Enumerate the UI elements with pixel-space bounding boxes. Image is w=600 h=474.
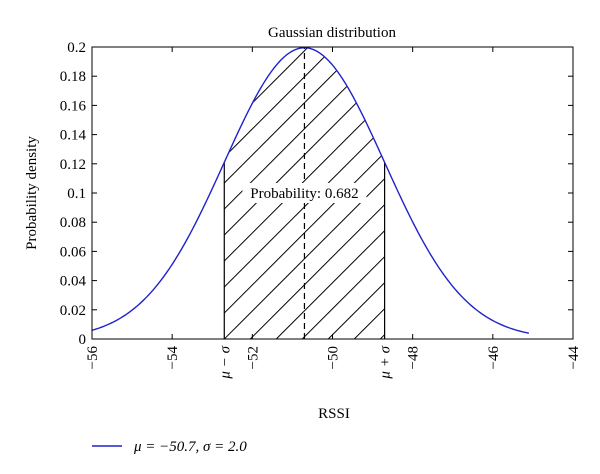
hatch-line bbox=[432, 0, 600, 339]
x-tick-label: −54 bbox=[165, 346, 181, 370]
y-axis: 0 0.02 0.04 0.06 0.08 0.1 0.12 0.14 0.16 0.18 0.2 bbox=[60, 40, 573, 348]
hatch-line bbox=[327, 47, 385, 340]
y-tick-label: 0.2 bbox=[67, 40, 86, 56]
hatch-line bbox=[562, 0, 600, 339]
shaded-region bbox=[224, 0, 600, 340]
y-tick-label: 0.18 bbox=[60, 69, 86, 85]
hatch-line bbox=[510, 0, 600, 339]
gaussian-curve bbox=[91, 47, 530, 334]
hatch-line bbox=[224, 47, 383, 340]
hatch-line bbox=[406, 0, 600, 339]
x-axis-label: RSSI bbox=[318, 406, 350, 422]
legend: μ = −50.7, σ = 2.0 bbox=[92, 439, 247, 455]
hatch-line bbox=[224, 47, 385, 340]
hatch-line bbox=[224, 47, 385, 340]
hatch-line bbox=[224, 47, 385, 340]
y-tick-label: 0 bbox=[79, 332, 87, 348]
hatch-line bbox=[484, 0, 600, 339]
y-tick-label: 0.08 bbox=[60, 215, 86, 231]
hatch-line bbox=[353, 47, 385, 340]
hatch-line bbox=[224, 47, 385, 340]
chart-title: Gaussian distribution bbox=[268, 25, 396, 41]
hatch-line bbox=[379, 47, 385, 340]
hatch-line bbox=[224, 47, 331, 340]
x-tick-label: −50 bbox=[326, 346, 342, 369]
hatch-line bbox=[301, 47, 385, 340]
y-tick-label: 0.1 bbox=[67, 186, 86, 202]
mu-minus-sigma-label: μ − σ bbox=[217, 345, 233, 379]
hatch-line bbox=[588, 0, 600, 339]
hatch-line bbox=[458, 0, 600, 339]
hatch-line bbox=[224, 47, 385, 340]
hatch-line bbox=[224, 47, 305, 340]
hatch-line bbox=[249, 47, 385, 340]
probability-label-background bbox=[242, 183, 367, 203]
hatch-line bbox=[536, 0, 600, 339]
y-tick-label: 0.14 bbox=[60, 128, 87, 144]
region-boundaries bbox=[223, 162, 386, 339]
x-tick-label: −44 bbox=[566, 346, 582, 370]
y-tick-label: 0.02 bbox=[60, 303, 86, 319]
probability-label: Probability: 0.682 bbox=[250, 186, 358, 202]
hatch-line bbox=[224, 47, 279, 340]
hatch-line bbox=[224, 47, 385, 340]
x-tick-label: −56 bbox=[85, 346, 101, 370]
y-tick-label: 0.16 bbox=[60, 98, 87, 114]
x-tick-label: −46 bbox=[486, 346, 502, 370]
mu-plus-sigma-label: μ + σ bbox=[378, 345, 394, 379]
y-axis-label: Probability density bbox=[24, 136, 40, 250]
y-tick-label: 0.06 bbox=[60, 244, 87, 260]
y-tick-label: 0.12 bbox=[60, 157, 86, 173]
x-axis: −56 −54 −52 −50 −48 −46 −44 bbox=[85, 47, 582, 369]
y-tick-label: 0.04 bbox=[60, 274, 87, 290]
x-tick-label: −52 bbox=[245, 346, 261, 369]
legend-label: μ = −50.7, σ = 2.0 bbox=[133, 439, 247, 455]
hatch-line bbox=[275, 47, 385, 340]
hatch-line bbox=[224, 47, 385, 340]
x-tick-label: −48 bbox=[406, 346, 422, 369]
hatch-line bbox=[224, 47, 357, 340]
